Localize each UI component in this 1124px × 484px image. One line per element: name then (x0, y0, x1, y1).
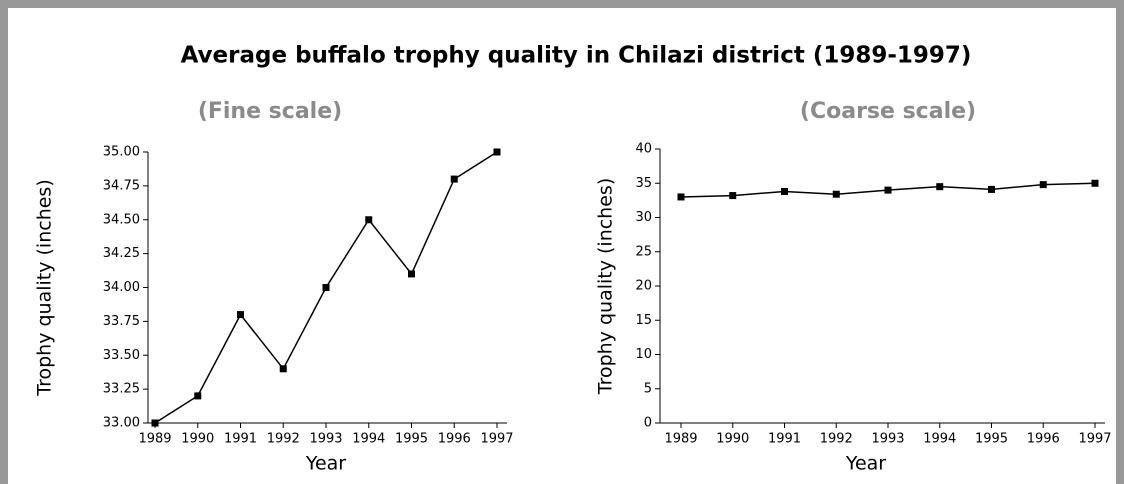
x-tick-label: 1989 (138, 432, 171, 447)
data-point (729, 192, 737, 200)
data-point (677, 193, 685, 201)
y-tick-label: 33.50 (103, 348, 140, 363)
data-point (988, 185, 995, 193)
data-point (408, 270, 415, 278)
y-tick-label: 34.00 (103, 280, 140, 295)
y-axis-label: Trophy quality (inches) (34, 179, 56, 396)
x-tick-label: 1990 (181, 432, 214, 447)
data-point (781, 187, 788, 195)
chart-subtitle: (Fine scale) (198, 99, 342, 124)
data-point (365, 216, 373, 224)
y-tick-label: 34.25 (103, 246, 140, 261)
data-point (237, 311, 244, 319)
data-point (450, 175, 458, 183)
y-tick-label: 33.25 (103, 382, 140, 397)
data-point (322, 284, 330, 291)
x-tick-label: 1993 (309, 432, 342, 447)
x-tick-label: 1992 (820, 432, 853, 447)
data-point (1039, 181, 1047, 189)
y-tick-label: 10 (635, 347, 652, 362)
x-tick-label: 1989 (664, 432, 697, 447)
x-tick-label: 1990 (716, 432, 749, 447)
x-tick-label: 1997 (1078, 432, 1111, 447)
data-point (279, 365, 287, 373)
y-axis-label: Trophy quality (inches) (595, 178, 617, 395)
data-point (936, 183, 944, 191)
y-tick-label: 40 (635, 142, 652, 157)
chart-subtitle: (Coarse scale) (800, 99, 976, 124)
data-point (1091, 179, 1099, 187)
data-point (493, 148, 501, 156)
data-point (832, 190, 840, 198)
y-tick-label: 5 (644, 381, 652, 396)
y-tick-label: 30 (635, 210, 652, 225)
data-point (884, 186, 892, 194)
x-axis-label: Year (305, 453, 346, 475)
y-tick-label: 33.00 (103, 416, 140, 431)
x-tick-label: 1996 (438, 432, 471, 447)
data-point (194, 392, 202, 400)
data-point (151, 419, 159, 427)
y-tick-label: 25 (635, 244, 652, 259)
x-tick-label: 1993 (871, 432, 904, 447)
x-tick-label: 1997 (480, 432, 513, 447)
y-tick-label: 34.75 (103, 178, 140, 193)
y-tick-label: 34.50 (103, 212, 140, 227)
x-tick-label: 1992 (267, 432, 300, 447)
x-tick-label: 1995 (395, 432, 428, 447)
y-tick-label: 35 (635, 176, 652, 191)
x-tick-label: 1995 (975, 432, 1008, 447)
figure-title: Average buffalo trophy quality in Chilaz… (181, 43, 972, 69)
y-tick-label: 33.75 (103, 314, 140, 329)
x-tick-label: 1994 (923, 432, 956, 447)
x-tick-label: 1994 (352, 432, 385, 447)
x-tick-label: 1991 (224, 432, 257, 447)
x-tick-label: 1996 (1027, 432, 1060, 447)
y-tick-label: 20 (635, 279, 652, 294)
x-axis-label: Year (845, 453, 886, 475)
y-tick-label: 0 (644, 416, 652, 431)
x-tick-label: 1991 (768, 432, 801, 447)
y-tick-label: 15 (635, 313, 652, 328)
y-tick-label: 35.00 (103, 145, 140, 160)
